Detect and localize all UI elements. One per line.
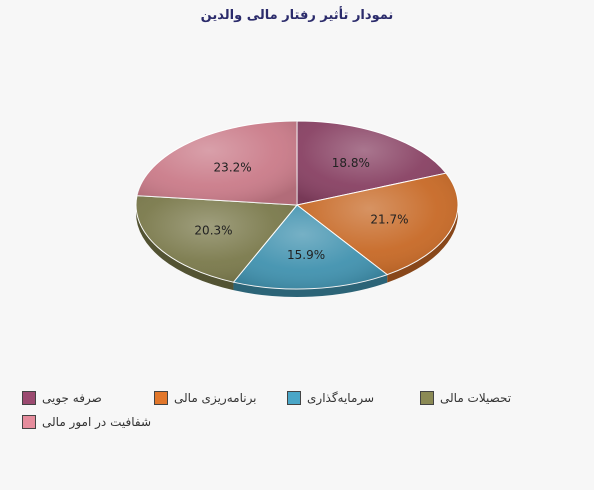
legend-swatch [154, 391, 168, 405]
legend-item-3[interactable]: سرمایه‌گذاری [287, 390, 374, 406]
slice-value-label: 23.2% [214, 160, 252, 174]
legend-item-1[interactable]: صرفه جویی [22, 390, 102, 406]
legend-item-4[interactable]: تحصیلات مالی [420, 390, 511, 406]
legend-label: شفافیت در امور مالی [42, 415, 152, 429]
legend-swatch [22, 391, 36, 405]
legend-label: تحصیلات مالی [440, 391, 512, 405]
pie-slice-edge-3 [233, 274, 388, 297]
slice-value-label: 15.9% [287, 248, 325, 262]
legend-swatch [287, 391, 301, 405]
legend-label: سرمایه‌گذاری [307, 391, 375, 405]
chart-title: نمودار تأثیر رفتار مالی والدین [200, 8, 394, 23]
legend-swatch [22, 415, 36, 429]
legend-swatch [420, 391, 434, 405]
legend-label: برنامه‌ریزی مالی [174, 391, 257, 405]
slice-value-label: 20.3% [194, 223, 232, 237]
slice-value-label: 21.7% [370, 213, 408, 227]
legend-item-2[interactable]: برنامه‌ریزی مالی [154, 390, 257, 406]
legend-item-5[interactable]: شفافیت در امور مالی [22, 414, 151, 430]
legend-label: صرفه جویی [42, 391, 102, 405]
slice-value-label: 18.8% [332, 156, 370, 170]
